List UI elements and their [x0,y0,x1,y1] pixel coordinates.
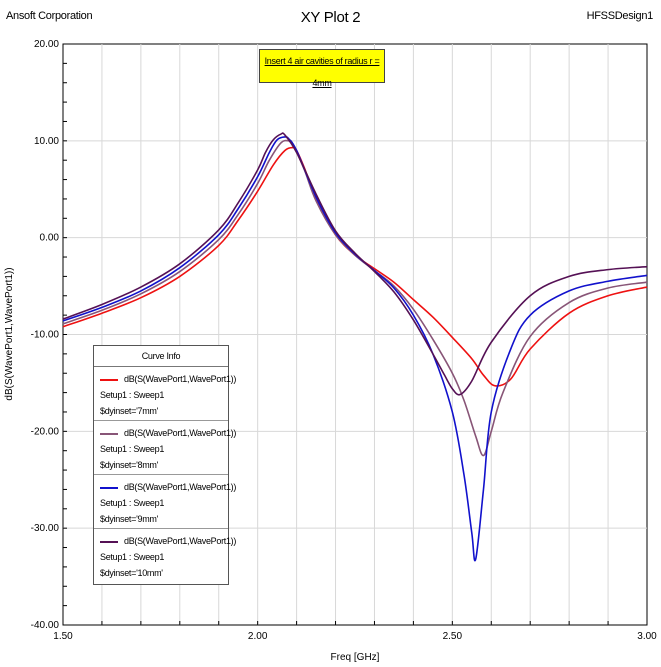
legend-entry-setup: Setup1 : Sweep1 [100,390,165,400]
minor-ticks [63,62,609,625]
y-tick-label: -10.00 [31,330,60,341]
y-tick-label: 0.00 [40,233,60,244]
plot-title: XY Plot 2 [300,9,361,26]
curve-info-legend[interactable]: Curve Info dB(S(WavePort1,WavePort1)) Se… [93,345,236,585]
legend-entry: dB(S(WavePort1,WavePort1)) Setup1 : Swee… [94,421,236,475]
legend-entry: dB(S(WavePort1,WavePort1)) Setup1 : Swee… [94,367,236,421]
legend-entry-param: $dyinset='9mm' [100,514,159,524]
company-label: Ansoft Corporation [6,10,93,22]
x-axis-label: Freq [GHz] [331,652,380,663]
legend-entry: dB(S(WavePort1,WavePort1)) Setup1 : Swee… [94,529,236,583]
legend-line-swatch-red [100,378,118,381]
legend-entry-label: dB(S(WavePort1,WavePort1)) [124,482,237,492]
legend-line-swatch-mauve [100,432,118,435]
legend-entry-setup: Setup1 : Sweep1 [100,552,165,562]
legend-entry-setup: Setup1 : Sweep1 [100,444,165,454]
x-tick-label: 2.00 [248,631,268,642]
x-tick-label: 3.00 [637,631,657,642]
legend-entry-setup: Setup1 : Sweep1 [100,498,165,508]
x-axis-tick-labels: 1.50 2.00 2.50 3.00 [53,631,657,642]
y-tick-label: 20.00 [34,39,59,50]
legend-line-swatch-purple [100,540,118,543]
x-tick-label: 1.50 [53,631,73,642]
legend-entry: dB(S(WavePort1,WavePort1)) Setup1 : Swee… [94,475,236,529]
legend-entry-param: $dyinset='10mm' [100,568,163,578]
x-tick-label: 2.50 [443,631,463,642]
legend-title: Curve Info [94,346,228,367]
legend-line-swatch-blue [100,486,118,489]
y-axis-tick-labels: 20.00 10.00 0.00 -10.00 -20.00 -30.00 -40.00 [31,39,60,631]
legend-entry-label: dB(S(WavePort1,WavePort1)) [124,428,237,438]
legend-entry-param: $dyinset='8mm' [100,460,159,470]
legend-entry-param: $dyinset='7mm' [100,406,159,416]
y-tick-label: -20.00 [31,426,60,437]
y-tick-label: -30.00 [31,523,60,534]
design-name-label: HFSSDesign1 [586,10,654,22]
series-lines [62,132,648,562]
annotation-note[interactable]: Insert 4 air cavities of radius r = 4mm [259,49,385,88]
legend-entry-label: dB(S(WavePort1,WavePort1)) [124,536,237,546]
legend-entry-label: dB(S(WavePort1,WavePort1)) [124,374,237,384]
series-line-4 [62,132,648,396]
y-axis-label: dB(S(WavePort1,WavePort1)) [4,267,15,400]
y-tick-label: -40.00 [31,620,60,631]
y-tick-label: 10.00 [34,136,59,147]
